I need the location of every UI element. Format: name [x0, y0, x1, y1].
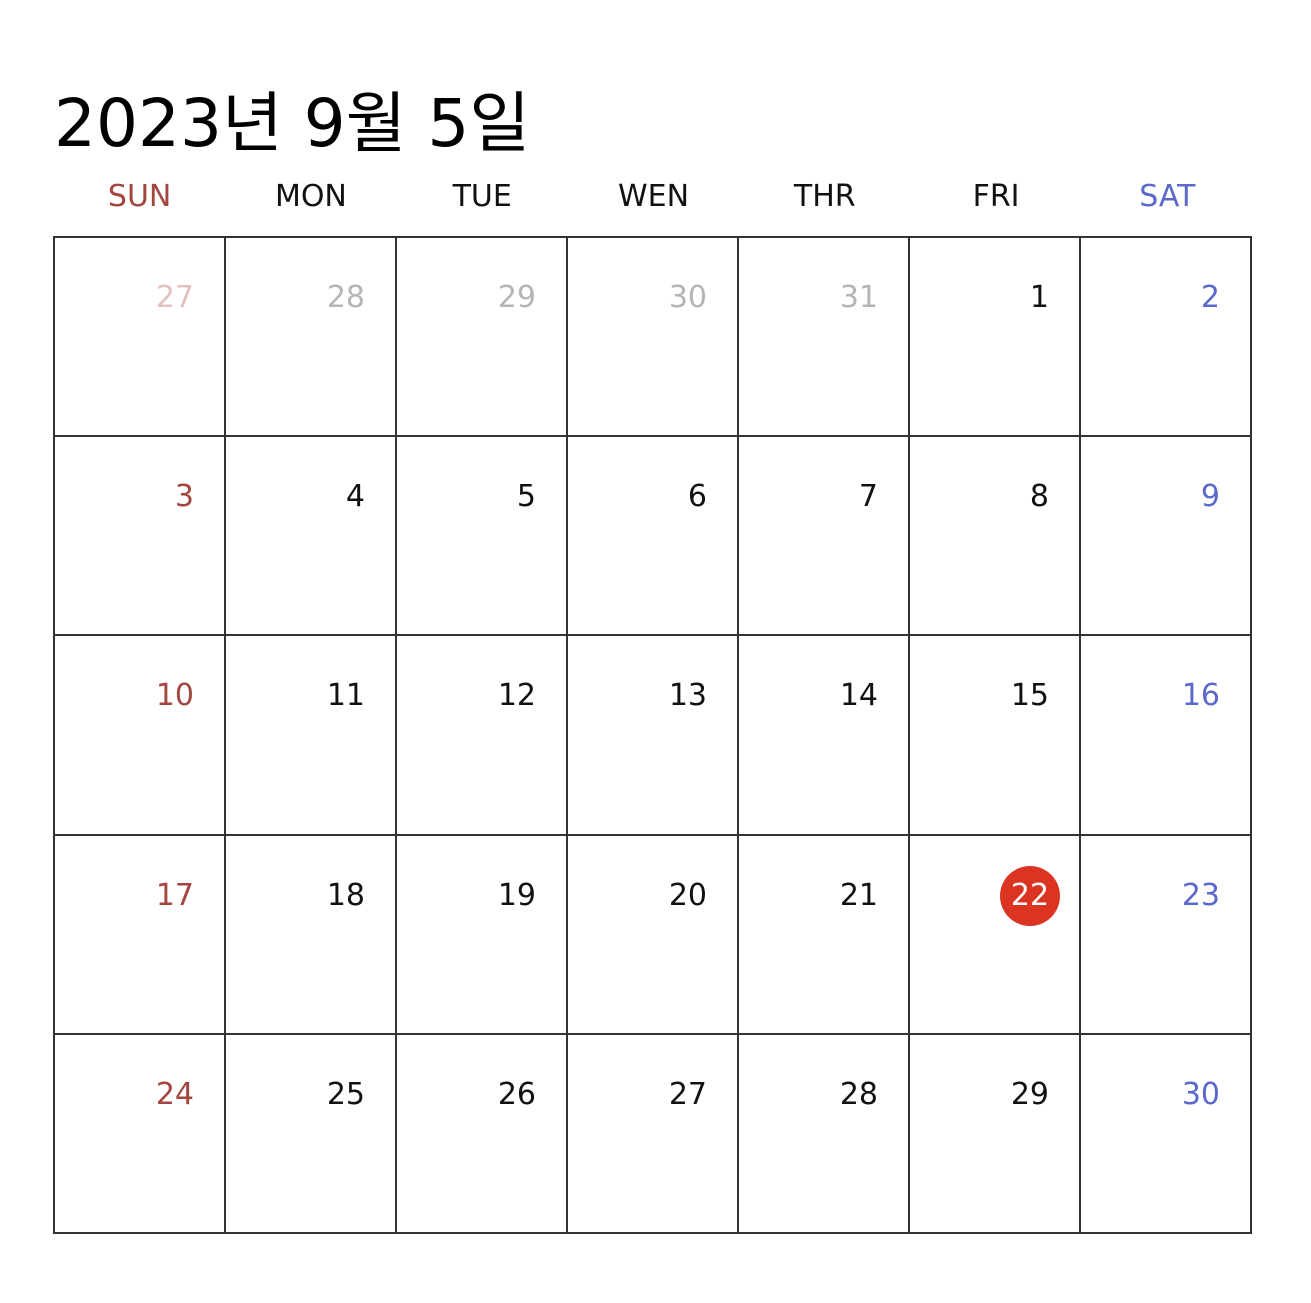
- day-number: 21: [839, 877, 878, 913]
- day-cell[interactable]: 20: [568, 835, 739, 1035]
- day-cell[interactable]: 28: [739, 1034, 910, 1234]
- day-cell[interactable]: 2: [1081, 238, 1252, 438]
- day-number: 16: [1181, 678, 1220, 714]
- day-number: 1: [1029, 280, 1049, 315]
- day-number: 6: [687, 479, 707, 515]
- day-cell[interactable]: 3: [55, 437, 226, 637]
- day-number: 13: [668, 678, 707, 714]
- day-cell[interactable]: 17: [55, 835, 226, 1035]
- day-number: 4: [345, 479, 365, 515]
- weekday-header-row: SUN MON TUE WEN THR FRI SAT: [54, 175, 1253, 219]
- day-number: 19: [497, 877, 536, 913]
- day-cell[interactable]: 15: [910, 636, 1081, 836]
- day-cell[interactable]: 12: [397, 636, 568, 836]
- day-number: 23: [1181, 877, 1220, 913]
- day-cell[interactable]: 13: [568, 636, 739, 836]
- day-cell[interactable]: 27: [568, 1034, 739, 1234]
- weekday-label-tue: TUE: [452, 179, 512, 214]
- day-cell[interactable]: 11: [226, 636, 397, 836]
- day-cell[interactable]: 8: [910, 437, 1081, 637]
- day-number: 2: [1200, 280, 1220, 315]
- today-day-number: 22: [1000, 865, 1060, 926]
- day-number: 14: [839, 678, 878, 714]
- day-cell[interactable]: 22: [910, 835, 1081, 1035]
- calendar-title: 2023년 9월 5일: [54, 85, 531, 163]
- day-number: 31: [839, 280, 878, 315]
- day-cell[interactable]: 10: [55, 636, 226, 836]
- day-cell[interactable]: 16: [1081, 636, 1252, 836]
- day-cell[interactable]: 29: [910, 1034, 1081, 1234]
- day-cell[interactable]: 30: [1081, 1034, 1252, 1234]
- day-cell[interactable]: 19: [397, 835, 568, 1035]
- day-cell[interactable]: 21: [739, 835, 910, 1035]
- day-number: 30: [1181, 1076, 1220, 1112]
- day-number: 18: [326, 877, 365, 913]
- day-cell[interactable]: 31: [739, 238, 910, 438]
- day-number: 12: [497, 678, 536, 714]
- day-number: 25: [326, 1076, 365, 1112]
- day-number: 15: [1010, 678, 1049, 714]
- day-number: 28: [839, 1076, 878, 1112]
- day-cell[interactable]: 5: [397, 437, 568, 637]
- day-cell[interactable]: 18: [226, 835, 397, 1035]
- day-number: 20: [668, 877, 707, 913]
- day-number: 8: [1029, 479, 1049, 515]
- day-number: 29: [1010, 1076, 1049, 1112]
- day-cell[interactable]: 6: [568, 437, 739, 637]
- day-number: 27: [668, 1076, 707, 1112]
- weekday-label-wen: WEN: [617, 179, 690, 214]
- day-number: 9: [1200, 479, 1220, 515]
- weekday-label-thr: THR: [793, 179, 856, 214]
- day-number: 29: [497, 280, 536, 315]
- weekday-label-sat: SAT: [1139, 179, 1196, 214]
- day-cell[interactable]: 24: [55, 1034, 226, 1234]
- day-number: 28: [326, 280, 365, 315]
- day-cell[interactable]: 25: [226, 1034, 397, 1234]
- day-number: 17: [155, 877, 194, 913]
- day-cell[interactable]: 7: [739, 437, 910, 637]
- day-cell[interactable]: 29: [397, 238, 568, 438]
- day-cell[interactable]: 30: [568, 238, 739, 438]
- day-number: 11: [326, 678, 365, 714]
- day-number: 26: [497, 1076, 536, 1112]
- day-number: 7: [858, 479, 878, 515]
- weekday-label-sun: SUN: [107, 179, 172, 214]
- day-number: 10: [155, 678, 194, 714]
- day-cell[interactable]: 27: [55, 238, 226, 438]
- day-number: 30: [668, 280, 707, 315]
- weekday-label-mon: MON: [274, 179, 347, 214]
- day-cell[interactable]: 14: [739, 636, 910, 836]
- day-number: 3: [174, 479, 194, 515]
- day-cell[interactable]: 26: [397, 1034, 568, 1234]
- weekday-label-fri: FRI: [972, 179, 1020, 214]
- day-cell[interactable]: 4: [226, 437, 397, 637]
- day-number: 24: [155, 1076, 194, 1112]
- day-cell[interactable]: 28: [226, 238, 397, 438]
- calendar-grid: 27 28 29 30 31 1 2 3 4 5 6 7 8 9 10 11 12 13 14 15 16 17 18 19 2…: [53, 236, 1252, 1234]
- day-cell[interactable]: 9: [1081, 437, 1252, 637]
- day-cell[interactable]: 1: [910, 238, 1081, 438]
- day-number: 5: [516, 479, 536, 515]
- day-cell[interactable]: 23: [1081, 835, 1252, 1035]
- day-number: 27: [155, 280, 194, 315]
